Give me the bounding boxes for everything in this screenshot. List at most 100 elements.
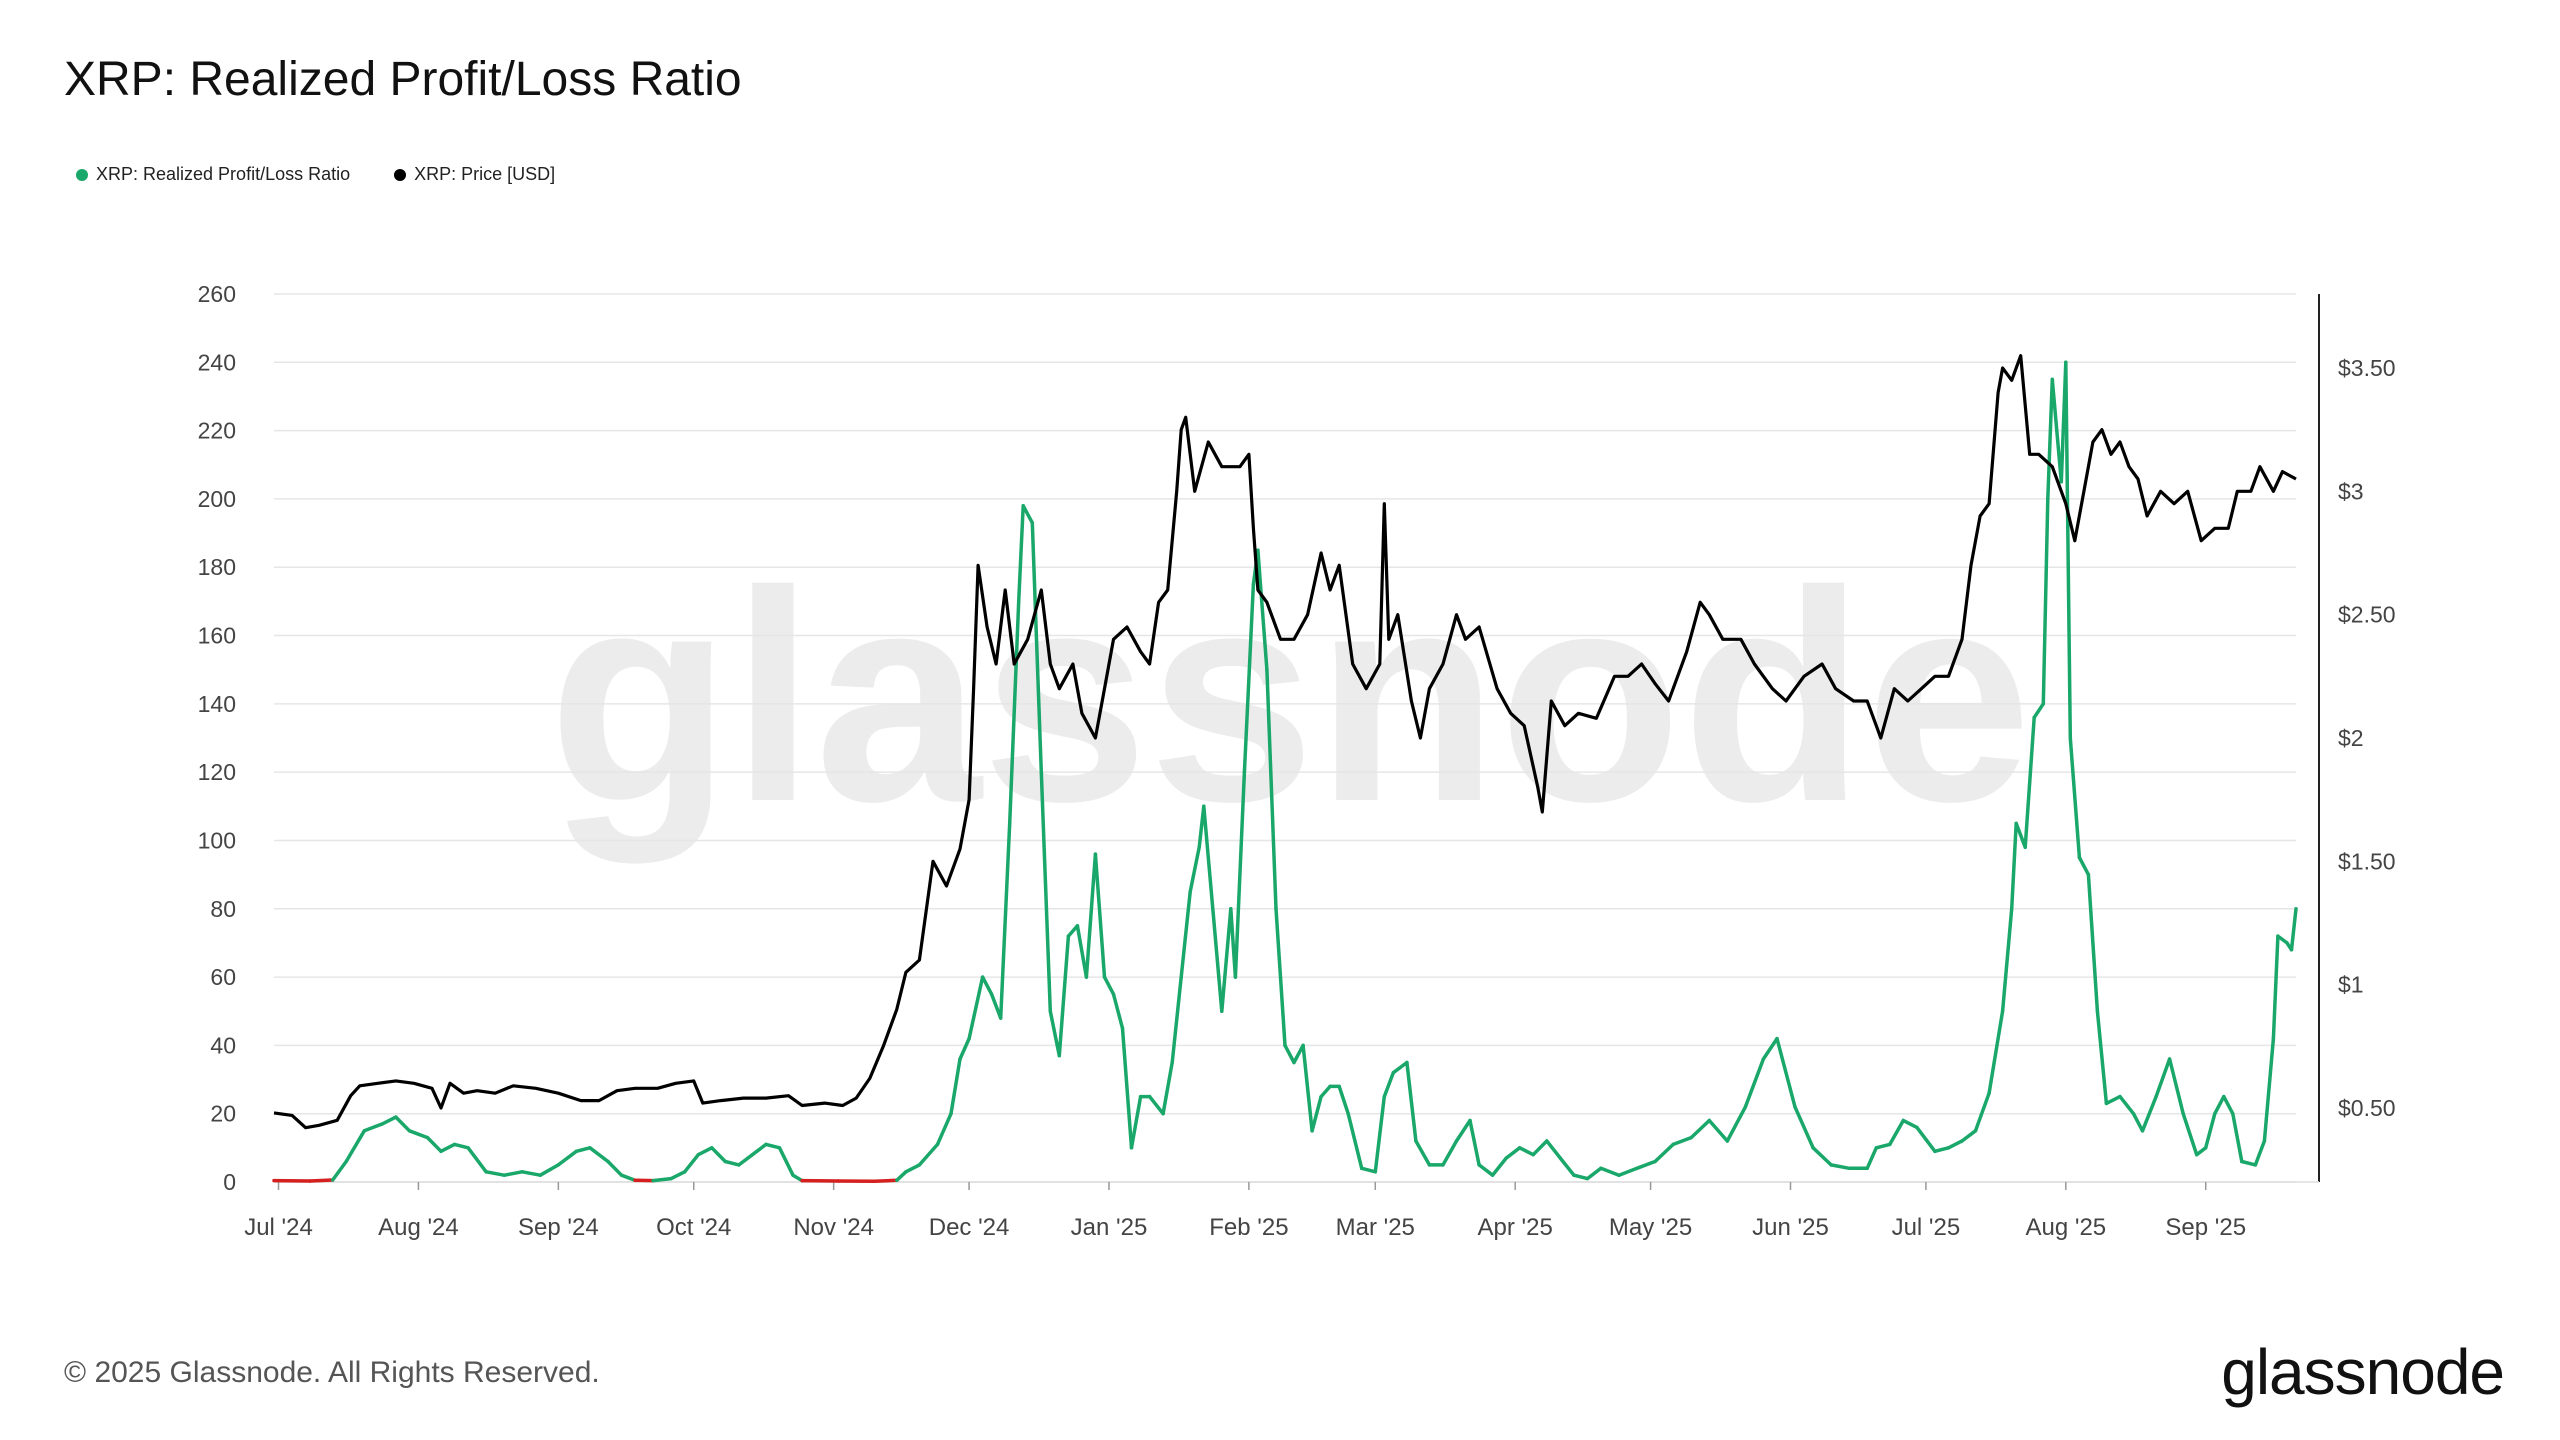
ratio-segment-profit	[2253, 1139, 2267, 1167]
ratio-segment-profit	[750, 1142, 768, 1157]
y-left-tick-60: 60	[210, 964, 236, 990]
ratio-segment-profit	[1517, 1146, 1535, 1157]
ratio-segment-profit	[777, 1146, 795, 1177]
ratio-segment-profit	[1102, 975, 1116, 996]
ratio-segment-profit	[998, 821, 1012, 1020]
ratio-segment-profit	[394, 1115, 412, 1133]
ratio-segment-profit	[917, 1142, 940, 1167]
ratio-segment-profit	[1960, 1129, 1978, 1143]
ratio-segment-profit	[1111, 992, 1125, 1031]
ratio-segment-profit	[2077, 855, 2091, 877]
ratio-segment-profit	[1256, 548, 1269, 672]
x-tick-label: Nov '24	[793, 1214, 874, 1241]
ratio-segment-profit	[958, 1036, 971, 1061]
ratio-segment-profit	[1179, 889, 1192, 979]
ratio-segment-profit	[1337, 1084, 1350, 1116]
ratio-segment-profit	[1504, 1146, 1522, 1160]
ratio-segment-profit	[1301, 1043, 1314, 1133]
ratio-segment-profit	[1811, 1146, 1833, 1167]
glassnode-logo[interactable]: glassnode	[2221, 1336, 2505, 1408]
ratio-segment-profit	[556, 1149, 579, 1167]
ratio-segment-profit	[1021, 504, 1035, 525]
ratio-segment-profit	[574, 1146, 592, 1154]
ratio-segment-profit	[2213, 1094, 2226, 1116]
ratio-segment-profit	[1075, 924, 1089, 979]
y-left-tick-180: 180	[198, 554, 236, 580]
y-right-tick-3: $3	[2338, 478, 2364, 504]
ratio-segment-profit	[2262, 1036, 2276, 1143]
ratio-segment-profit	[2000, 907, 2014, 1013]
legend-item-ratio[interactable]: XRP: Realized Profit/Loss Ratio	[76, 164, 350, 185]
legend-label-price: XRP: Price [USD]	[414, 164, 556, 184]
ratio-segment-profit	[362, 1122, 385, 1133]
ratio-segment-profit	[330, 1159, 348, 1182]
ratio-segment-profit	[1707, 1118, 1730, 1143]
x-tick-label: Aug '24	[378, 1214, 459, 1241]
y-left-tick-80: 80	[210, 896, 236, 922]
ratio-segment-profit	[1545, 1139, 1563, 1160]
ratio-segment-profit	[2009, 821, 2018, 911]
ratio-segment-profit	[2194, 1146, 2208, 1157]
y-left-tick-40: 40	[210, 1032, 236, 1058]
x-tick-label: Jun '25	[1752, 1214, 1829, 1241]
ratio-segment-profit	[2181, 1111, 2199, 1157]
x-tick-label: Jan '25	[1071, 1214, 1148, 1241]
ratio-segment-profit	[1265, 667, 1278, 911]
ratio-segment-profit	[484, 1170, 506, 1177]
ratio-segment-profit	[1093, 852, 1107, 979]
ratio-segment-profit	[2068, 736, 2082, 860]
ratio-segment-profit	[2118, 1094, 2136, 1116]
ratio-segment-profit	[425, 1135, 443, 1154]
ratio-segment-profit	[520, 1170, 543, 1177]
ratio-segment-profit	[1346, 1111, 1364, 1171]
price-series	[273, 354, 2297, 1130]
ratio-segment-profit	[1274, 907, 1287, 1048]
ratio-segment-profit	[2086, 872, 2100, 1013]
ratio-segment-profit	[1161, 1060, 1174, 1116]
ratio-segment-profit	[1635, 1159, 1657, 1171]
ratio-segment-profit	[439, 1142, 457, 1154]
ratio-segment-profit	[737, 1152, 755, 1167]
ratio-segment-profit	[1220, 958, 1229, 1013]
ratio-segment-profit	[1531, 1139, 1549, 1157]
ratio-segment-profit	[764, 1142, 782, 1150]
ratio-segment-profit	[1120, 1026, 1134, 1150]
ratio-segment-profit	[538, 1163, 561, 1177]
ratio-segment-profit	[1319, 1084, 1332, 1099]
x-axis: Jul '24 Aug '24 Sep '24 Oct '24 Nov '24 Dec '…	[244, 1181, 2319, 1241]
ratio-segment-profit	[1973, 1091, 1991, 1133]
y-left-tick-0: 0	[223, 1169, 236, 1195]
y-right-tick-1.5: $1.50	[2338, 848, 2396, 874]
ratio-segment-profit	[1454, 1118, 1472, 1143]
ratio-segment-profit	[1373, 1094, 1387, 1174]
ratio-segment-profit	[980, 975, 994, 996]
ratio-segment-profit	[2240, 1159, 2258, 1167]
legend-item-price[interactable]: XRP: Price [USD]	[394, 164, 555, 185]
ratio-segment-profit	[2046, 377, 2055, 501]
right-axis: $0.50 $1 $1.50 $2 $2.50 $3 $3.50	[2318, 294, 2396, 1182]
ratio-segment-profit	[1725, 1105, 1748, 1143]
ratio-series	[272, 360, 2298, 1184]
ratio-segment-profit	[344, 1129, 367, 1164]
x-tick-label: Aug '25	[2025, 1214, 2106, 1241]
ratio-segment-profit	[1572, 1173, 1590, 1181]
ratio-segment-profit	[1129, 1094, 1143, 1150]
ratio-segment-profit	[2231, 1111, 2244, 1164]
ratio-segment-profit	[619, 1173, 637, 1183]
ratio-segment-profit	[2014, 821, 2027, 850]
ratio-segment-profit	[1599, 1166, 1621, 1177]
left-axis: 0 20 40 60 80 100 120 140 160 180 200 220 240 260	[198, 281, 236, 1195]
y-left-tick-260: 260	[198, 281, 236, 307]
ratio-segment-profit	[2140, 1094, 2158, 1133]
y-left-tick-140: 140	[198, 691, 236, 717]
x-tick-label: Oct '24	[656, 1214, 731, 1241]
x-tick-label: Apr '25	[1478, 1214, 1553, 1241]
x-tick-label: Jul '25	[1892, 1214, 1961, 1241]
ratio-segment-profit	[710, 1146, 728, 1164]
ratio-segment-profit	[2104, 1094, 2122, 1106]
ratio-segment-profit	[682, 1152, 701, 1174]
ratio-segment-profit	[1405, 1060, 1418, 1143]
ratio-segment-profit	[502, 1170, 524, 1177]
ratio-segment-profit	[723, 1159, 741, 1167]
ratio-segment-profit	[1030, 521, 1044, 774]
